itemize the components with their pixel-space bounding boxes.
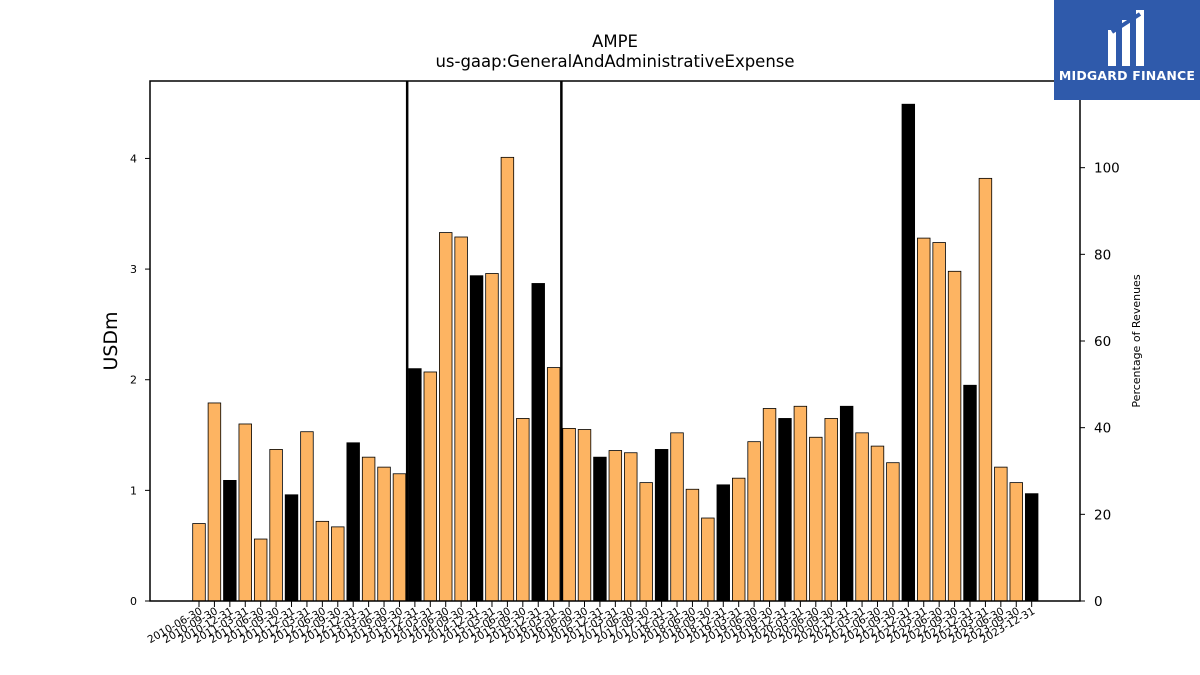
y2-tick-label: 60 (1094, 334, 1111, 350)
bar (824, 418, 838, 602)
bar (423, 371, 438, 602)
midgard-logo-icon (1108, 10, 1144, 66)
bar (284, 494, 299, 602)
bar (685, 488, 700, 602)
y-tick-label: 3 (130, 263, 137, 276)
bar (207, 402, 222, 602)
y2-tick-label: 0 (1094, 594, 1103, 610)
bar (223, 479, 237, 602)
bar (639, 482, 653, 602)
bar (577, 429, 592, 602)
bar (947, 270, 962, 602)
chart-subtitle: us-gaap:GeneralAndAdministrativeExpense (435, 52, 795, 71)
bar (855, 432, 869, 602)
y2-tick-label: 20 (1094, 507, 1111, 523)
y-tick-label: 0 (130, 595, 137, 608)
bar (793, 405, 808, 602)
bar (546, 367, 561, 602)
bar (346, 442, 360, 602)
bar (439, 232, 453, 602)
brand-name: MIDGARD FINANCE (1058, 68, 1196, 83)
bar (670, 432, 684, 602)
bar (701, 517, 715, 602)
bar (562, 427, 576, 602)
brand-logo: MIDGARD FINANCE (1054, 0, 1200, 100)
bar (269, 449, 283, 602)
bar (608, 450, 623, 602)
y-tick-label: 1 (130, 484, 137, 497)
bar (809, 436, 823, 602)
y2-tick-label: 40 (1094, 421, 1111, 437)
bar (932, 242, 946, 602)
y-axis-label: USDm (100, 311, 122, 370)
bar (516, 418, 530, 602)
chart-title: AMPE (592, 32, 638, 51)
bar (531, 283, 545, 602)
bar (870, 445, 885, 602)
bar (732, 477, 746, 602)
bar (886, 462, 900, 602)
y2-axis-label: Percentage of Revenues (1130, 274, 1143, 407)
bar (253, 538, 268, 602)
vertical-markers (405, 81, 563, 601)
bar (994, 466, 1008, 602)
bar (778, 418, 792, 602)
bar (1009, 482, 1023, 602)
bars-layer (192, 103, 1039, 602)
bar (839, 405, 854, 602)
bar (315, 520, 330, 602)
bar (192, 523, 206, 602)
bar (392, 473, 407, 602)
bar (485, 273, 499, 602)
bar (469, 275, 484, 602)
bar (377, 466, 391, 602)
bar (624, 452, 638, 602)
bar (500, 156, 515, 602)
bar (963, 384, 977, 602)
y2-tick-label: 100 (1094, 161, 1120, 177)
bar (408, 368, 422, 602)
y-tick-label: 4 (130, 152, 137, 165)
y-tick-label: 2 (130, 374, 137, 387)
bar (300, 431, 314, 602)
bar (901, 103, 916, 602)
bar (762, 408, 777, 602)
y2-tick-label: 80 (1094, 247, 1111, 263)
bar (454, 236, 468, 602)
bar (747, 441, 761, 602)
bar (917, 237, 931, 602)
bar (361, 456, 376, 602)
bar (331, 526, 345, 602)
bar (238, 423, 252, 602)
bar (1024, 493, 1039, 602)
bar (593, 456, 607, 602)
bar (654, 449, 669, 602)
bar (978, 177, 993, 602)
bar (716, 484, 730, 602)
